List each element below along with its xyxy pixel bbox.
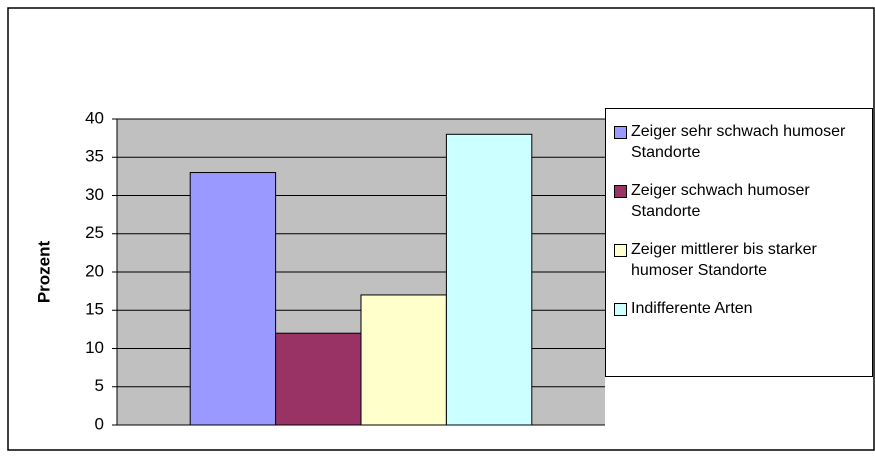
- y-tick-label: 25: [85, 223, 104, 242]
- legend-label: Zeiger sehr schwach humoser Standorte: [631, 123, 846, 161]
- legend-label: Zeiger mittlerer bis starker humoser Sta…: [631, 241, 817, 279]
- legend-swatch: [614, 303, 627, 316]
- legend-item: Zeiger schwach humoser Standorte: [614, 180, 872, 222]
- bar: [275, 332, 362, 426]
- bar: [360, 294, 447, 426]
- y-tick-label: 35: [85, 147, 104, 166]
- y-tick-label: 15: [85, 300, 104, 319]
- y-tick-label: 40: [85, 108, 104, 127]
- legend: Zeiger sehr schwach humoser Standorte Zei…: [605, 108, 873, 377]
- y-tick-label: 30: [85, 185, 104, 204]
- legend-swatch: [614, 126, 627, 139]
- y-axis-label: Prozent: [34, 240, 53, 303]
- legend-label: Zeiger schwach humoser Standorte: [631, 182, 810, 220]
- legend-swatch: [614, 185, 627, 198]
- y-tick-label: 10: [85, 338, 104, 357]
- legend-label: Indifferente Arten: [631, 300, 753, 317]
- y-tick-label: 20: [85, 261, 104, 280]
- legend-item: Indifferente Arten: [614, 298, 872, 319]
- y-tick-label: 0: [95, 414, 104, 433]
- legend-item: Zeiger sehr schwach humoser Standorte: [614, 121, 872, 163]
- legend-swatch: [614, 244, 627, 257]
- y-tick-label: 5: [95, 376, 104, 395]
- bar: [189, 172, 277, 426]
- legend-item: Zeiger mittlerer bis starker humoser Sta…: [614, 239, 872, 281]
- bar: [445, 133, 533, 426]
